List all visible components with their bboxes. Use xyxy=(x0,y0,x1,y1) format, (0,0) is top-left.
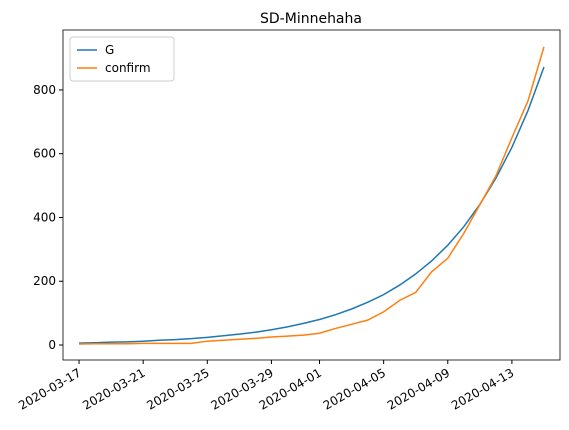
x-tick-label: 2020-04-13 xyxy=(449,366,516,413)
y-tick-label: 200 xyxy=(33,274,56,288)
y-tick-label: 600 xyxy=(33,147,56,161)
series-line xyxy=(79,46,545,345)
y-tick-label: 800 xyxy=(33,83,56,97)
x-tick-label: 2020-03-17 xyxy=(16,366,83,413)
x-tick-label: 2020-03-21 xyxy=(80,366,147,413)
series-line xyxy=(79,66,545,344)
legend-label: confirm xyxy=(105,61,151,75)
x-tick-label: 2020-04-09 xyxy=(385,366,452,413)
x-tick-label: 2020-04-05 xyxy=(321,366,388,413)
legend-box xyxy=(69,36,175,82)
y-tick-label: 0 xyxy=(48,338,56,352)
chart-title: SD-Minnehaha xyxy=(260,11,362,27)
plot-frame xyxy=(62,29,561,361)
y-tick-label: 400 xyxy=(33,210,56,224)
x-tick-label: 2020-03-25 xyxy=(144,366,211,413)
legend-label: G xyxy=(105,43,114,57)
